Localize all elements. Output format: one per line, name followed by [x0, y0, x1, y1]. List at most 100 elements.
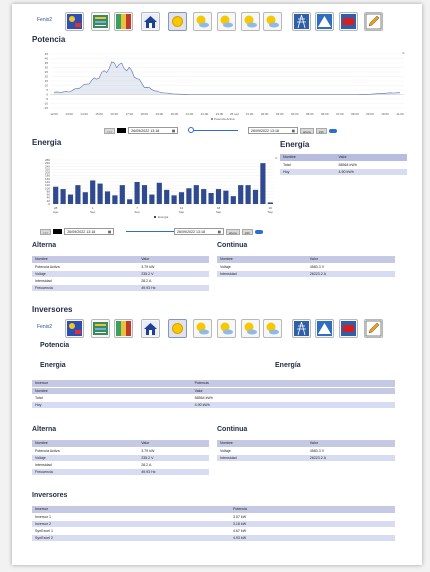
energia-bar[interactable] — [53, 186, 59, 204]
energia-bar[interactable] — [60, 189, 66, 204]
potencia-date-to[interactable]: 26/09/2022 13:18 ▦ — [248, 127, 298, 134]
site-name[interactable]: Fenix2 — [37, 17, 53, 23]
potencia-back-button[interactable]: <<< — [104, 127, 116, 134]
triangle-icon[interactable] — [315, 319, 334, 338]
energia-bar[interactable] — [90, 180, 96, 204]
calendar-icon[interactable]: ▦ — [171, 129, 176, 133]
y-tick-label: -10 — [44, 102, 49, 106]
alterna-title: Alterna — [32, 426, 57, 433]
energia-bar[interactable] — [245, 185, 251, 204]
energia-bar[interactable] — [67, 194, 74, 204]
config-panel-icon[interactable] — [91, 12, 110, 31]
energia-bar[interactable] — [171, 195, 177, 204]
energia-bar[interactable] — [156, 182, 162, 204]
potencia-24h-button[interactable]: 24h — [315, 127, 327, 134]
calendar-icon[interactable]: ▦ — [217, 230, 221, 234]
table-row: Frecuencia 49.93 Hz — [32, 468, 209, 476]
energia-bar[interactable] — [178, 192, 185, 204]
potencia-date-from[interactable]: 26/09/2022 13:18 ▦ — [128, 127, 179, 134]
sun-cloud-icon-2[interactable] — [217, 12, 236, 31]
config-panel-icon[interactable] — [91, 319, 110, 338]
sun-cloud-icon-4[interactable] — [263, 319, 282, 338]
energia-bar[interactable] — [134, 182, 140, 204]
energia-bar[interactable] — [97, 183, 103, 204]
sun-cloud-icon-3[interactable] — [241, 319, 260, 338]
dashboard-icon[interactable] — [65, 12, 84, 31]
sun-cloud-icon-1[interactable] — [193, 319, 212, 338]
energia-bar[interactable] — [104, 191, 111, 204]
sun-cloud-icon-2[interactable] — [217, 319, 236, 338]
energia-bar[interactable] — [127, 199, 133, 204]
y-tick-label: 120 — [45, 183, 50, 187]
energia-bar[interactable] — [193, 185, 199, 204]
energia-bar[interactable] — [267, 202, 273, 204]
zoom-reset-icon[interactable]: ⊙ — [275, 156, 278, 160]
table-row: Intensidad 28.2 A — [32, 461, 209, 469]
table-row: Voltaje 235.2 V — [32, 454, 209, 462]
energia-bar[interactable] — [215, 189, 222, 204]
energia-bar[interactable] — [164, 189, 170, 204]
energia-toggle[interactable] — [254, 229, 263, 234]
dashboard-icon[interactable] — [65, 319, 84, 338]
energia-bar[interactable] — [75, 185, 81, 204]
sun-cloud-icon-4[interactable] — [263, 12, 282, 31]
energia-bar[interactable] — [252, 189, 259, 204]
home-icon[interactable] — [141, 12, 160, 31]
sun-icon[interactable] — [168, 12, 187, 31]
x-tick-label: 26 — [269, 206, 273, 210]
potencia-toggle[interactable] — [328, 128, 337, 133]
energia-bar[interactable] — [223, 190, 229, 204]
battery-icon[interactable] — [339, 319, 358, 338]
energia-date-from[interactable]: 26/09/2022 13:18 ▦ — [64, 228, 115, 235]
potencia-legend[interactable]: Potencia Activa — [214, 117, 235, 121]
energia-bar[interactable] — [82, 192, 88, 204]
energia-bar[interactable] — [149, 194, 155, 204]
home-icon[interactable] — [141, 319, 160, 338]
table-row: Potencia Activa 3.79 kW — [32, 263, 209, 271]
energia-bar[interactable] — [230, 196, 236, 204]
energia-bar[interactable] — [141, 185, 148, 204]
x-tick-label: 11:00 — [396, 112, 404, 116]
energia-bar[interactable] — [201, 189, 207, 204]
sun-cloud-icon-3[interactable] — [241, 12, 260, 31]
energia-bar[interactable] — [186, 188, 192, 204]
calendar-icon[interactable]: ▦ — [291, 129, 295, 133]
edit-icon[interactable] — [364, 12, 383, 31]
energia-bar[interactable] — [119, 185, 125, 204]
potencia-range-slider[interactable] — [188, 127, 238, 134]
potencia-now-button[interactable]: ahora — [300, 127, 314, 134]
zoom-reset-icon[interactable]: ⊙ — [402, 51, 405, 55]
x-tick-label: 10:00 — [381, 112, 389, 116]
energia-chart: 280260240220200180160140120100806040200 … — [45, 156, 278, 219]
x-tick-label: 14:00 — [80, 112, 88, 116]
y-tick-label: 140 — [45, 180, 50, 184]
table-row: Voltaje 4583.3 V — [217, 263, 395, 271]
energia-date-to[interactable]: 26/09/2022 13:18 ▦ — [174, 228, 224, 235]
energia-bar[interactable] — [208, 193, 214, 204]
energia-back-button[interactable]: <<< — [40, 228, 52, 235]
energia-color-swatch[interactable] — [53, 229, 63, 234]
power-tower-icon[interactable] — [292, 319, 311, 338]
power-tower-icon[interactable] — [292, 12, 311, 31]
energia-bar[interactable] — [112, 195, 118, 204]
sun-cloud-icon-1[interactable] — [193, 12, 212, 31]
energia-legend[interactable]: Energia — [158, 215, 169, 219]
edit-icon[interactable] — [364, 319, 383, 338]
potencia-color-swatch[interactable] — [117, 128, 127, 133]
calendar-icon[interactable]: ▦ — [107, 230, 112, 234]
energia-controls-right: 26/09/2022 13:18 ▦ ahora 24h — [174, 228, 263, 235]
site-name[interactable]: Fenix2 — [37, 324, 53, 330]
battery-icon[interactable] — [339, 12, 358, 31]
triangle-icon[interactable] — [315, 12, 334, 31]
sun-icon[interactable] — [168, 319, 187, 338]
energia-now-button[interactable]: ahora — [226, 228, 240, 235]
columns-icon[interactable] — [114, 12, 133, 31]
energia-24h-button[interactable]: 24h — [241, 228, 253, 235]
columns-icon[interactable] — [114, 319, 133, 338]
energia-bar[interactable] — [260, 163, 266, 204]
energia-bar[interactable] — [238, 185, 244, 204]
x-tick-label: Sep — [134, 210, 140, 214]
y-tick-label: 15 — [45, 79, 49, 83]
x-tick-label: 07:00 — [336, 112, 344, 116]
